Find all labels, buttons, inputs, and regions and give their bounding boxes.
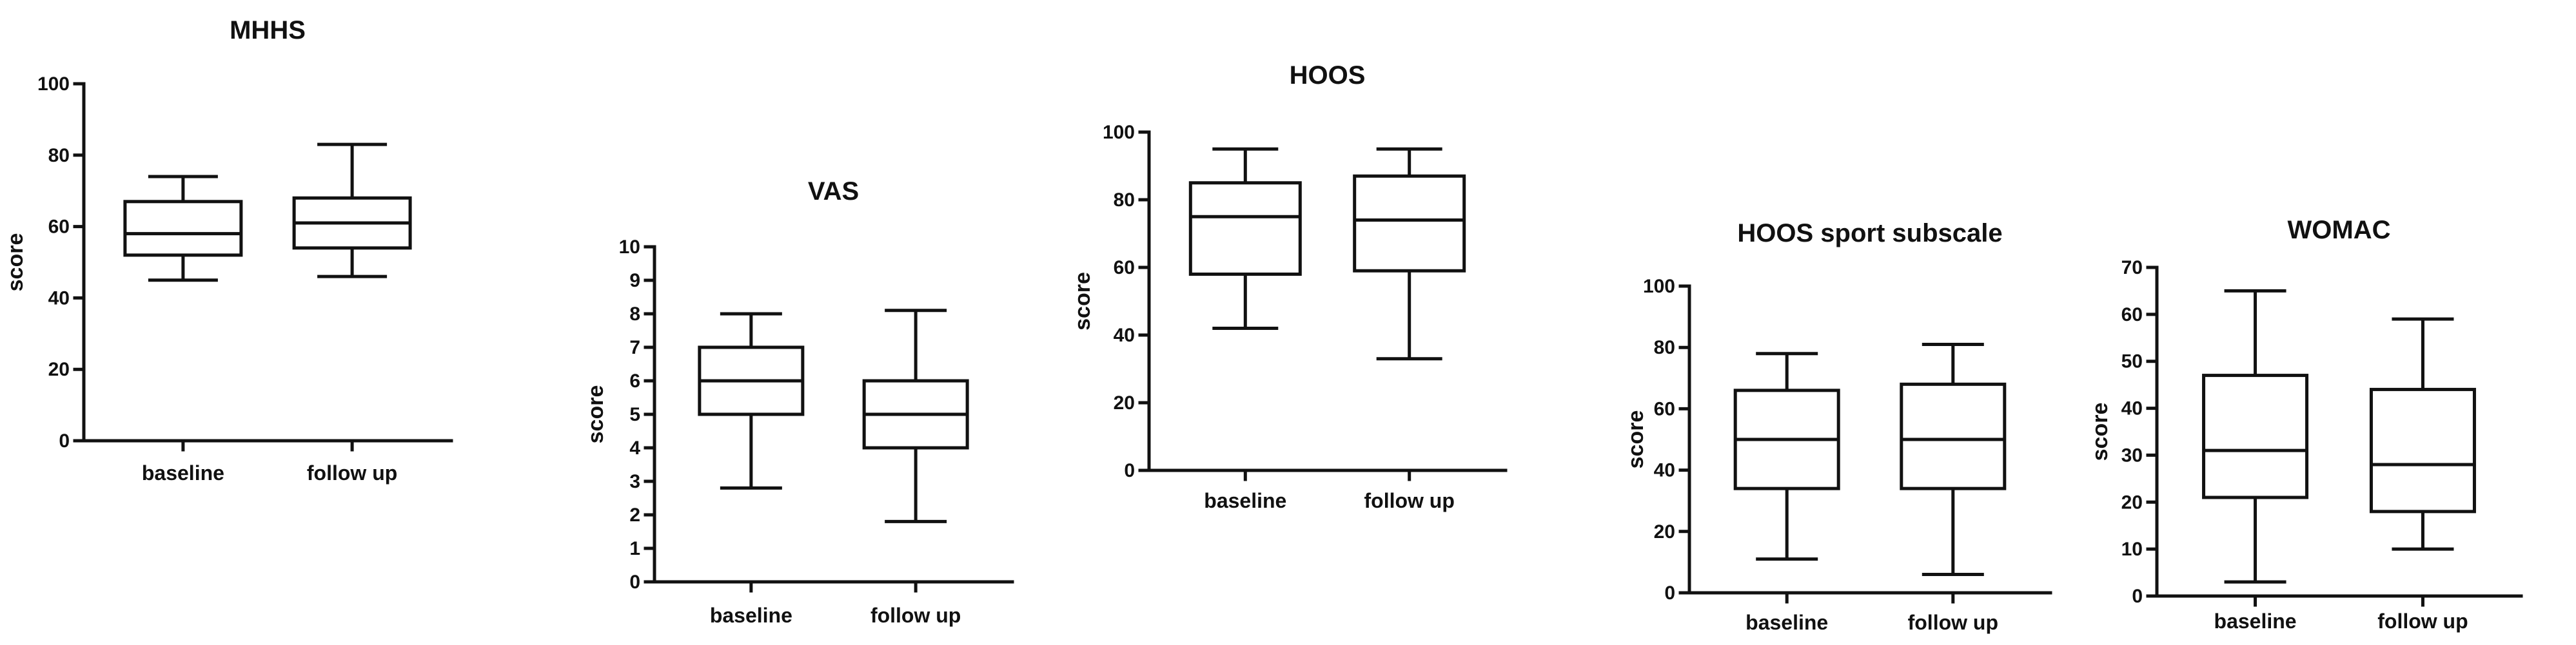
y-tick-label: 100 (1643, 276, 1675, 297)
y-tick-label: 80 (48, 145, 70, 166)
y-tick-label: 0 (1664, 582, 1675, 604)
chart-panel-2: VAS score 0 1 2 3 4 5 6 7 8 9 10 baseline follow up (584, 177, 1014, 627)
y-tick-label: 100 (1103, 122, 1135, 143)
x-category-label: follow up (1908, 611, 1998, 634)
y-tick-label: 4 (629, 438, 640, 459)
y-axis-label: score (1070, 272, 1095, 331)
iqr-box (1900, 382, 2007, 490)
chart-title: HOOS (1290, 61, 1366, 90)
y-tick-label: 60 (1114, 257, 1135, 278)
y-tick-label: 20 (48, 359, 70, 380)
y-tick-label: 20 (2121, 492, 2143, 513)
y-tick-label: 100 (37, 73, 70, 95)
y-axis-label: score (3, 233, 28, 292)
x-category-label: follow up (870, 604, 961, 627)
x-category-label: follow up (1364, 489, 1454, 512)
y-tick-label: 2 (629, 505, 640, 526)
x-category-label: baseline (2214, 610, 2297, 633)
y-tick-label: 10 (2121, 539, 2143, 560)
chart-title: WOMAC (2288, 216, 2391, 244)
iqr-box (2369, 387, 2476, 514)
y-tick-label: 40 (1654, 460, 1675, 481)
chart-panel-3: HOOS score 0 20 40 60 80 100 baseline follow up (1070, 61, 1508, 512)
y-tick-label: 3 (629, 471, 640, 492)
x-category-label: baseline (1204, 489, 1286, 512)
y-axis-label: score (584, 385, 608, 444)
y-tick-label: 9 (629, 270, 640, 291)
iqr-box (2202, 374, 2309, 499)
chart-panel-1: MHHS score 0 20 40 60 80 100 baseline follow up (3, 16, 453, 485)
y-tick-label: 60 (2121, 304, 2143, 325)
y-tick-label: 10 (619, 236, 640, 258)
y-tick-label: 80 (1654, 337, 1675, 358)
chart-title: VAS (808, 177, 859, 206)
y-tick-label: 1 (629, 538, 640, 559)
y-tick-label: 60 (48, 217, 70, 238)
y-tick-label: 40 (1114, 325, 1135, 346)
y-tick-label: 8 (629, 303, 640, 325)
y-axis-label: score (2088, 403, 2112, 461)
y-tick-label: 0 (1124, 460, 1135, 481)
x-category-label: follow up (2377, 610, 2468, 633)
y-tick-label: 60 (1654, 398, 1675, 419)
y-tick-label: 6 (629, 371, 640, 392)
y-tick-label: 0 (59, 430, 70, 452)
chart-panel-5: WOMAC score 0 10 20 30 40 50 60 70 baseline follow … (2088, 216, 2523, 633)
y-tick-label: 80 (1114, 189, 1135, 211)
y-axis-label: score (1624, 410, 1648, 469)
x-category-label: baseline (710, 604, 792, 627)
iqr-box (1353, 174, 1466, 273)
x-category-label: baseline (1745, 611, 1828, 634)
iqr-box (123, 200, 243, 257)
y-tick-label: 30 (2121, 445, 2143, 466)
y-tick-label: 20 (1114, 392, 1135, 414)
y-tick-label: 20 (1654, 521, 1675, 543)
y-tick-label: 40 (48, 287, 70, 309)
y-tick-label: 50 (2121, 351, 2143, 372)
chart-panel-4: HOOS sport subscale score 0 20 40 60 80 100 base… (1624, 219, 2052, 634)
y-tick-label: 40 (2121, 398, 2143, 419)
chart-title: MHHS (230, 16, 306, 44)
y-tick-label: 0 (2132, 586, 2143, 607)
x-category-label: follow up (307, 461, 397, 485)
y-tick-label: 7 (629, 337, 640, 358)
y-tick-label: 70 (2121, 257, 2143, 278)
x-category-label: baseline (142, 461, 224, 485)
y-tick-label: 5 (629, 404, 640, 425)
iqr-box (1188, 181, 1302, 276)
y-tick-label: 0 (629, 572, 640, 593)
chart-title: HOOS sport subscale (1737, 219, 2002, 247)
